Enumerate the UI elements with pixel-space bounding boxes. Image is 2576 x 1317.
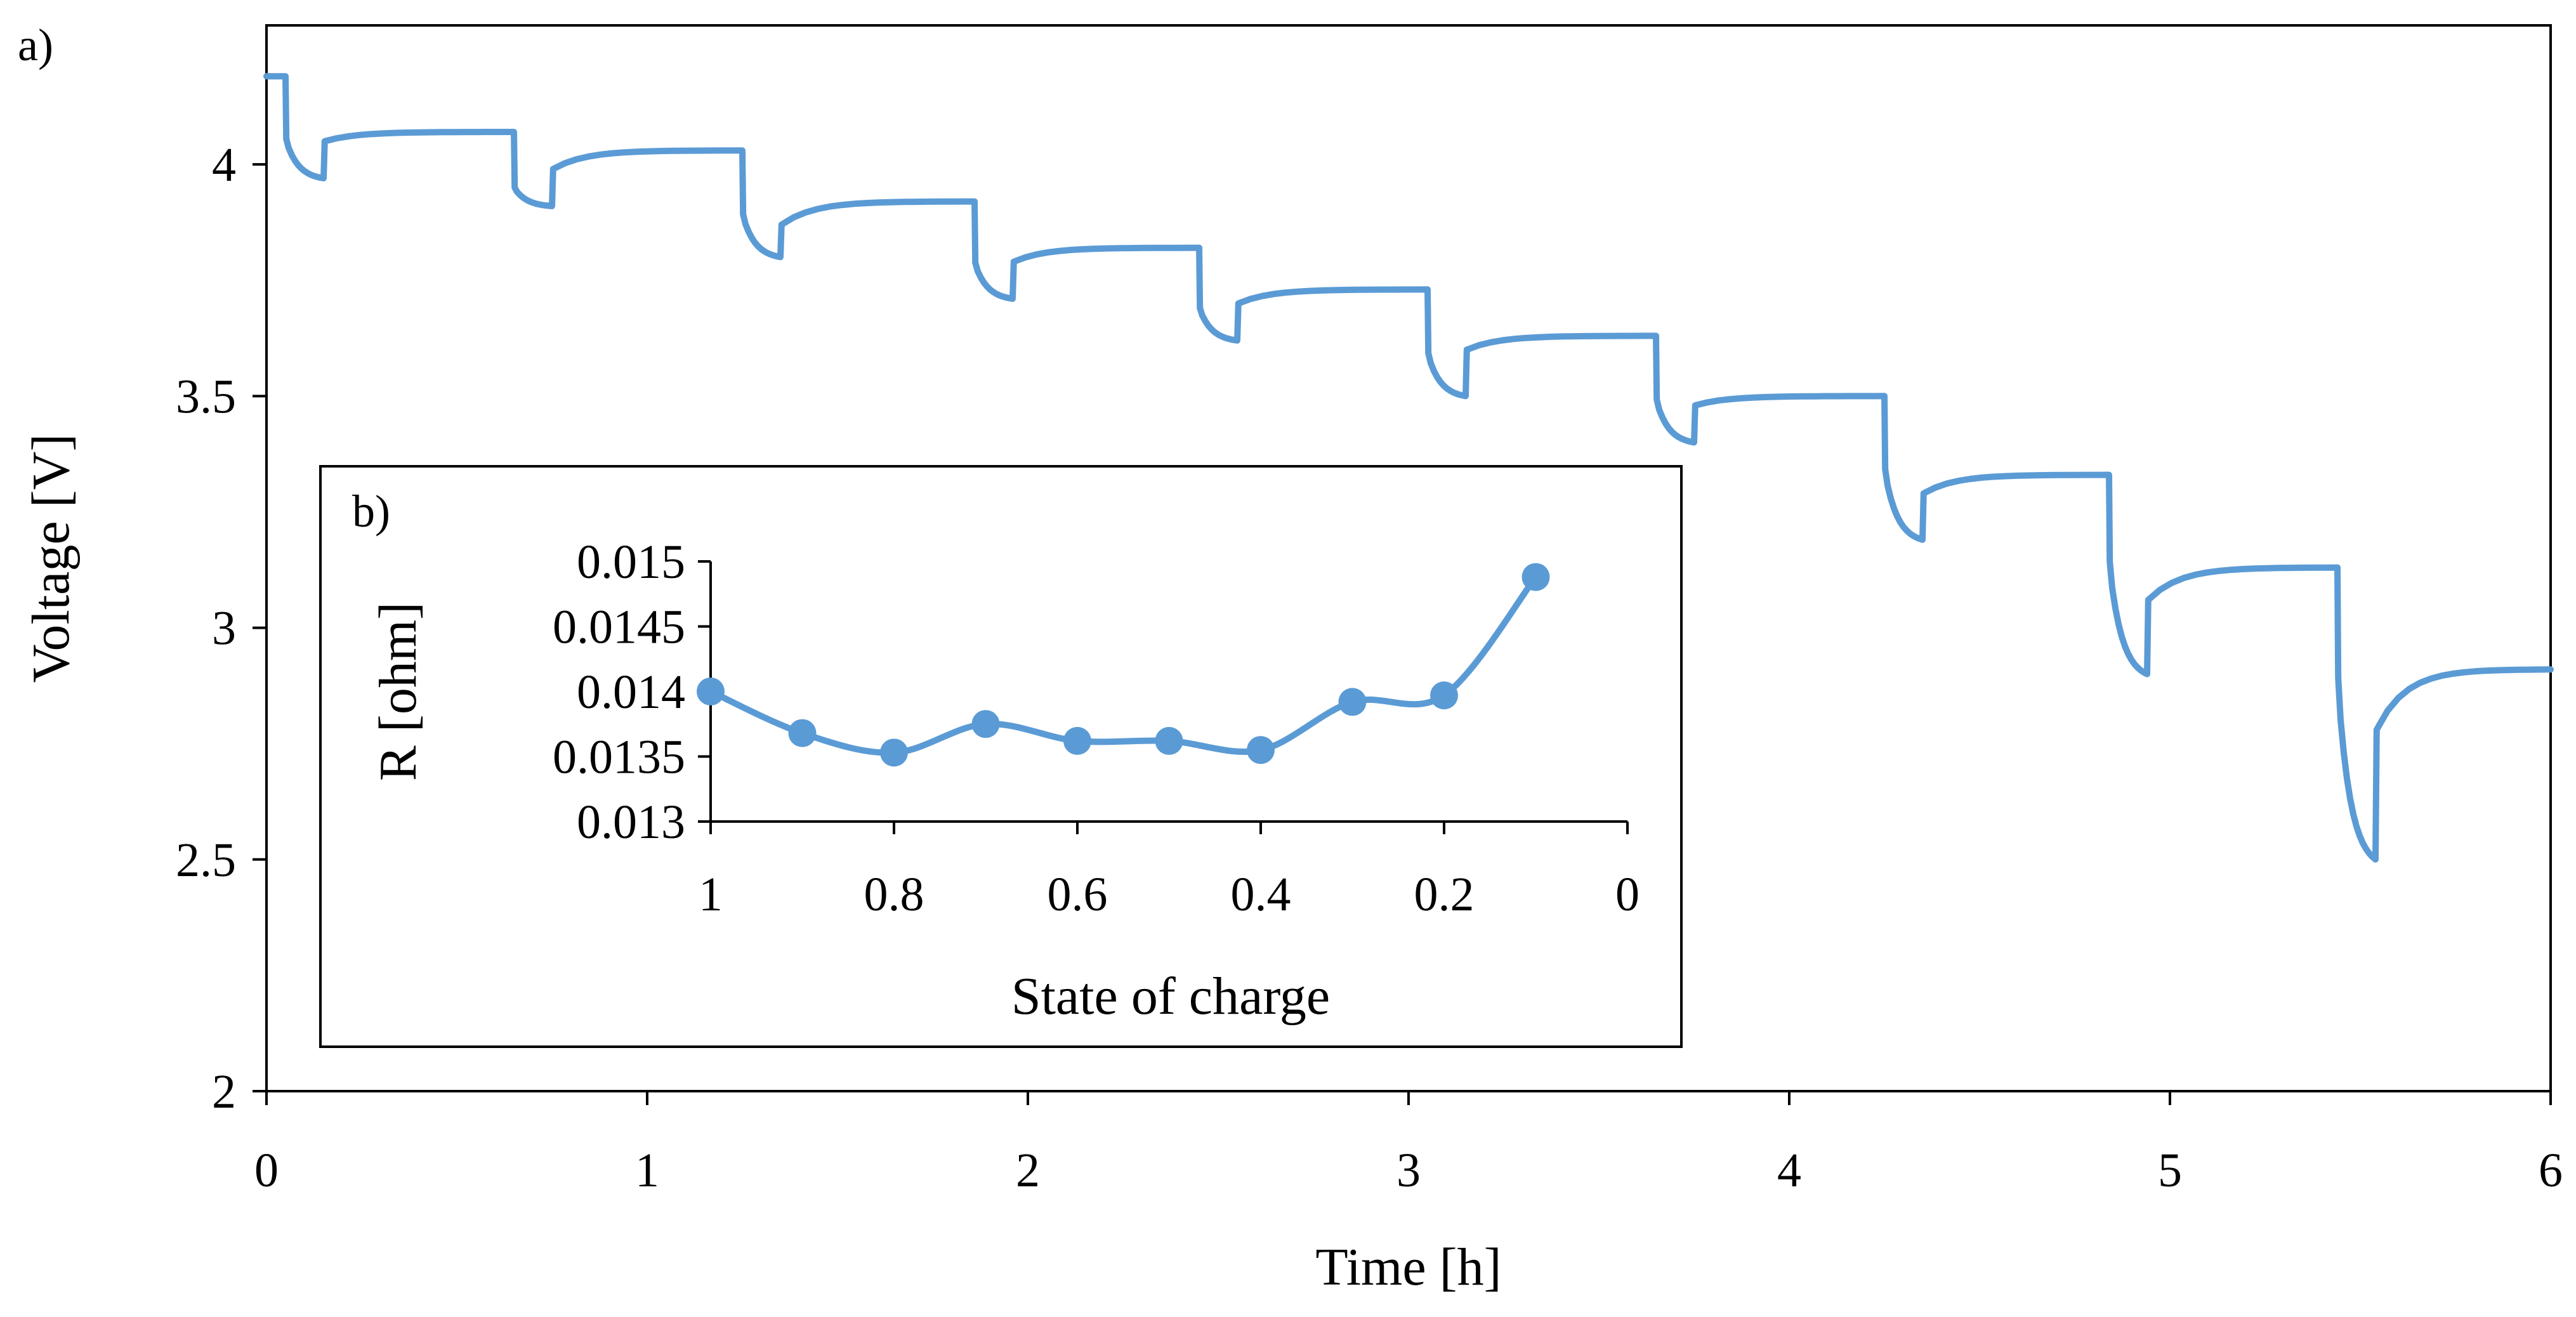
main-x-tick-label: 0 [254,1144,279,1197]
main-y-tick-label: 2 [212,1065,236,1118]
resistance-point [1430,681,1458,710]
inset-y-tick-label: 0.0145 [553,601,685,654]
resistance-point [971,710,1000,738]
inset-panel-label: b) [352,486,390,537]
inset-frame [319,465,1683,1048]
main-x-axis: 0 1 2 3 4 5 6 [254,1091,2563,1197]
inset-y-tick-label: 0.014 [577,665,685,719]
resistance-point [880,738,908,767]
main-y-tick-label: 3.5 [176,370,236,423]
main-x-tick-label: 5 [2158,1144,2182,1197]
resistance-point [1063,726,1091,755]
inset-x-tick-label: 0.2 [1414,868,1475,921]
resistance-point [1247,736,1275,764]
main-y-tick-label: 2.5 [176,834,236,887]
inset-x-tick-label: 0.8 [864,868,924,921]
resistance-point [1155,726,1183,755]
main-x-tick-label: 6 [2539,1144,2563,1197]
inset-x-tick-label: 0.4 [1231,868,1291,921]
resistance-point [1521,563,1550,591]
resistance-series-line [709,575,1539,756]
inset-x-tick-label: 0.6 [1048,868,1108,921]
resistance-point [1338,688,1367,716]
resistance-point [788,719,817,747]
inset-x-tick-label: 1 [699,868,723,921]
resistance-point [697,678,725,705]
resistance-points [697,563,1550,767]
inset-y-axis: 0.015 0.0145 0.014 0.0135 0.013 [553,535,711,849]
inset-y-tick-label: 0.013 [577,796,685,849]
main-x-tick-label: 1 [635,1144,659,1197]
main-y-tick-label: 3 [212,602,236,655]
inset-y-axis-title: R [ohm] [369,602,428,781]
voltage-series-line [263,73,2554,863]
inset-x-axis-title: State of charge [1011,967,1330,1026]
main-x-axis-title: Time [h] [1315,1238,1501,1297]
main-y-axis-title: Voltage [V] [22,434,81,683]
main-y-axis: 2 2.5 3 3.5 4 [176,138,266,1118]
inset-y-tick-label: 0.015 [577,535,685,589]
main-x-tick-label: 2 [1016,1144,1040,1197]
main-x-tick-label: 4 [1777,1144,1801,1197]
main-y-tick-label: 4 [212,138,236,192]
inset-y-tick-label: 0.0135 [553,731,685,784]
main-panel-label: a) [18,20,53,70]
main-x-tick-label: 3 [1396,1144,1421,1197]
inset-x-axis: 1 0.8 0.6 0.4 0.2 0 [699,822,1640,921]
inset-x-tick-label: 0 [1615,868,1640,921]
